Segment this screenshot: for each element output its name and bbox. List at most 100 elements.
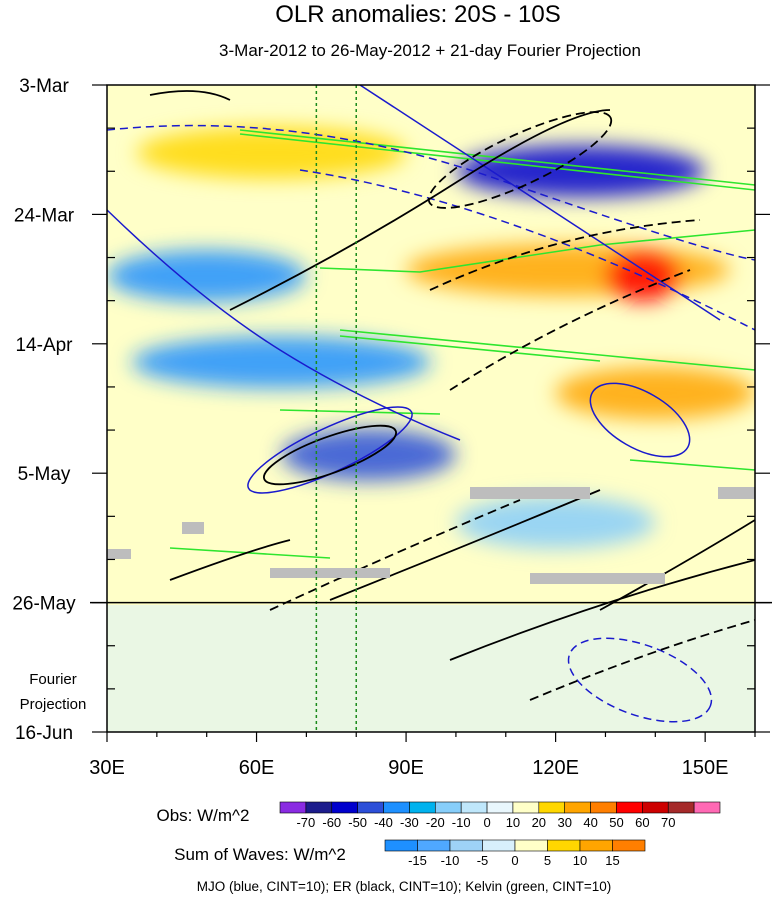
- er-contour: [169, 539, 291, 581]
- anomaly-region: [107, 250, 307, 303]
- colorbar-swatch: [642, 801, 669, 814]
- colorbar-swatch: [538, 801, 566, 814]
- colorbar-swatch: [514, 839, 548, 852]
- waves-colorbar: -15 -10 -5 0 5 10 15: [384, 839, 646, 868]
- plot-frame: [106, 84, 756, 733]
- y-tick-label: 16-Jun: [15, 723, 73, 744]
- colorbar-swatch: [579, 839, 613, 852]
- colorbar-level-label: -10: [441, 853, 460, 868]
- missing-data-block: [270, 568, 390, 578]
- colorbar-swatch: [460, 801, 488, 814]
- colorbar-swatch: [449, 839, 483, 852]
- colorbar-swatch: [564, 801, 591, 814]
- x-tick-label: 30E: [89, 757, 125, 779]
- colorbar-level-label: -70: [296, 815, 315, 830]
- x-axis: 30E 60E 90E 120E 150E: [89, 732, 756, 779]
- colorbar-swatch: [417, 839, 451, 852]
- y-tick-label: 24-Mar: [14, 205, 75, 226]
- colorbar-level-label: 30: [557, 815, 571, 830]
- plot-area: [107, 85, 755, 732]
- kelvin-contour: [339, 329, 755, 371]
- missing-data-block: [182, 522, 204, 534]
- colorbar-swatch: [482, 839, 516, 852]
- kelvin-contour: [629, 459, 755, 471]
- anomaly-region: [131, 336, 431, 389]
- colorbar-swatch: [547, 839, 581, 852]
- colorbar-level-label: 20: [532, 815, 546, 830]
- er-contour: [229, 109, 611, 311]
- anomaly-region: [455, 496, 656, 549]
- colorbar-swatch: [616, 801, 643, 814]
- chart-title: OLR anomalies: 20S - 10S: [275, 1, 560, 28]
- colorbar-level-label: 40: [583, 815, 597, 830]
- missing-data-block: [530, 573, 665, 584]
- colorbar-swatch: [590, 801, 617, 814]
- colorbar-level-label: -50: [348, 815, 367, 830]
- colorbar-level-label: 0: [483, 815, 490, 830]
- colorbar-swatch: [384, 839, 418, 852]
- anomaly-region: [136, 126, 407, 179]
- mjo-contour: [107, 124, 755, 261]
- colorbar-level-label: 5: [544, 853, 551, 868]
- colorbar-level-label: -15: [408, 853, 427, 868]
- colorbar-level-label: 50: [609, 815, 623, 830]
- y-tick-label: 5-May: [18, 464, 71, 485]
- waves-colorbar-label: Sum of Waves: W/m^2: [174, 845, 346, 864]
- projection-label-line2: Projection: [20, 696, 87, 713]
- contour-legend-note: MJO (blue, CINT=10); ER (black, CINT=10)…: [197, 879, 612, 894]
- colorbar-level-label: -20: [426, 815, 445, 830]
- obs-colorbar: -70 -60 -50 -40 -30 -20 -10 0 10 20 30 40 50 60 70: [279, 801, 721, 830]
- er-contour: [529, 619, 755, 701]
- colorbar-swatch: [434, 801, 462, 814]
- chart-subtitle: 3-Mar-2012 to 26-May-2012 + 21-day Fouri…: [219, 41, 641, 60]
- colorbar-level-label: 10: [573, 853, 587, 868]
- colorbar-level-label: -5: [477, 853, 489, 868]
- colorbar-level-label: -60: [322, 815, 341, 830]
- kelvin-contour: [169, 547, 331, 559]
- x-tick-label: 120E: [532, 757, 579, 779]
- colorbar-level-label: 0: [511, 853, 518, 868]
- mjo-contour: [589, 382, 691, 458]
- er-contour: [149, 90, 231, 101]
- colorbar-swatch: [383, 801, 410, 814]
- colorbar-swatch: [693, 801, 721, 814]
- y-axis: 3-Mar 24-Mar 14-Apr 5-May 26-May 16-Jun: [12, 76, 770, 744]
- mjo-contour: [299, 169, 755, 331]
- colorbar-level-label: 15: [605, 853, 619, 868]
- colorbar-level-label: -10: [452, 815, 471, 830]
- kelvin-contour: [279, 409, 441, 415]
- colorbar-swatch: [409, 801, 436, 814]
- missing-data-block: [470, 487, 590, 499]
- colorbar-swatch: [486, 801, 514, 814]
- y-tick-label: 26-May: [12, 594, 76, 615]
- er-contours: [149, 90, 755, 701]
- mjo-contour: [567, 637, 713, 723]
- er-contour: [427, 111, 613, 209]
- colorbar-swatch: [512, 801, 540, 814]
- mjo-contours: [107, 85, 755, 723]
- missing-data-blocks: [107, 487, 755, 584]
- mjo-contour: [107, 209, 461, 441]
- missing-data-block: [107, 549, 131, 559]
- er-contour: [449, 559, 755, 661]
- colorbar-swatch: [667, 801, 695, 814]
- colorbar-swatch: [305, 801, 333, 814]
- anomaly-region: [605, 250, 681, 303]
- projection-label-line1: Fourier: [29, 671, 77, 688]
- er-contour: [329, 489, 601, 601]
- y-tick-label: 14-Apr: [15, 335, 73, 356]
- er-contour: [599, 519, 755, 611]
- colorbar-swatch: [279, 801, 307, 814]
- colorbar-level-label: -40: [374, 815, 393, 830]
- anomaly-region: [406, 243, 731, 296]
- colorbar-swatch: [357, 801, 384, 814]
- er-contour: [263, 424, 397, 486]
- er-contour: [449, 269, 691, 391]
- x-tick-label: 90E: [388, 757, 424, 779]
- y-tick-label: 3-Mar: [19, 76, 69, 97]
- colorbar-level-label: 70: [661, 815, 675, 830]
- colorbar-level-label: 60: [635, 815, 649, 830]
- colorbar-swatch: [612, 839, 646, 852]
- colorbar-level-label: 10: [506, 815, 520, 830]
